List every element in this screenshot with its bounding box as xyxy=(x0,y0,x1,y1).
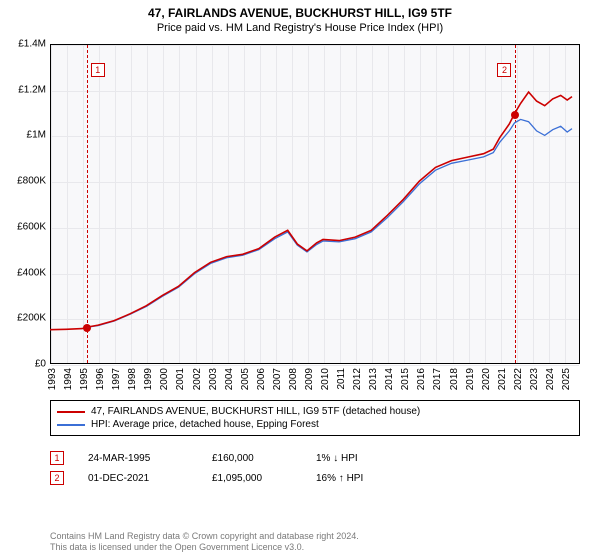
legend-item: 47, FAIRLANDS AVENUE, BUCKHURST HILL, IG… xyxy=(57,405,573,418)
y-axis-tick: £1.2M xyxy=(18,84,46,95)
x-axis-tick: 2003 xyxy=(208,368,219,390)
footer: Contains HM Land Registry data © Crown c… xyxy=(50,531,580,554)
page-subtitle: Price paid vs. HM Land Registry's House … xyxy=(0,22,600,34)
y-axis-tick: £1.4M xyxy=(18,39,46,50)
transaction-marker-2: 2 xyxy=(50,471,64,485)
transaction-price: £160,000 xyxy=(212,453,292,464)
transaction-price: £1,095,000 xyxy=(212,473,292,484)
x-axis-tick: 1994 xyxy=(63,368,74,390)
transaction-date: 01-DEC-2021 xyxy=(88,473,188,484)
x-axis-tick: 2011 xyxy=(336,368,347,390)
x-axis-tick: 2004 xyxy=(224,368,235,390)
x-axis-tick: 2012 xyxy=(352,368,363,390)
x-axis-tick: 2019 xyxy=(465,368,476,390)
y-axis-tick: £1M xyxy=(27,130,46,141)
x-axis-tick: 2016 xyxy=(416,368,427,390)
x-axis-tick: 1999 xyxy=(143,368,154,390)
y-axis-tick: £200K xyxy=(17,313,46,324)
footer-line-2: This data is licensed under the Open Gov… xyxy=(50,542,580,554)
legend-label: 47, FAIRLANDS AVENUE, BUCKHURST HILL, IG… xyxy=(91,406,420,417)
x-axis-tick: 2007 xyxy=(272,368,283,390)
x-axis-tick: 2022 xyxy=(513,368,524,390)
x-axis-tick: 2010 xyxy=(320,368,331,390)
legend-item: HPI: Average price, detached house, Eppi… xyxy=(57,418,573,431)
x-axis-tick: 1998 xyxy=(127,368,138,390)
footer-line-1: Contains HM Land Registry data © Crown c… xyxy=(50,531,580,543)
x-axis-tick: 1997 xyxy=(111,368,122,390)
y-axis-tick: £0 xyxy=(35,359,46,370)
page-title: 47, FAIRLANDS AVENUE, BUCKHURST HILL, IG… xyxy=(0,6,600,20)
x-axis-tick: 2014 xyxy=(384,368,395,390)
legend-swatch xyxy=(57,411,85,413)
x-axis-tick: 2017 xyxy=(432,368,443,390)
x-axis-tick: 2023 xyxy=(529,368,540,390)
x-axis-tick: 2020 xyxy=(481,368,492,390)
x-axis-tick: 2024 xyxy=(545,368,556,390)
table-row: 1 24-MAR-1995 £160,000 1% ↓ HPI xyxy=(50,448,580,468)
x-axis-tick: 1995 xyxy=(79,368,90,390)
transaction-delta: 1% ↓ HPI xyxy=(316,453,358,464)
y-axis-tick: £800K xyxy=(17,176,46,187)
x-axis-tick: 2006 xyxy=(256,368,267,390)
x-axis-tick: 2002 xyxy=(192,368,203,390)
x-axis-tick: 2013 xyxy=(368,368,379,390)
x-axis-tick: 2025 xyxy=(561,368,572,390)
x-axis-tick: 1996 xyxy=(95,368,106,390)
y-axis-tick: £400K xyxy=(17,267,46,278)
chart-series xyxy=(50,44,580,364)
x-axis-tick: 2018 xyxy=(449,368,460,390)
transaction-marker-1: 1 xyxy=(50,451,64,465)
y-axis-tick: £600K xyxy=(17,221,46,232)
transaction-date: 24-MAR-1995 xyxy=(88,453,188,464)
transaction-delta: 16% ↑ HPI xyxy=(316,473,363,484)
chart: 12 £0£200K£400K£600K£800K£1M£1.2M£1.4M19… xyxy=(50,44,580,364)
table-row: 2 01-DEC-2021 £1,095,000 16% ↑ HPI xyxy=(50,468,580,488)
x-axis-tick: 2021 xyxy=(497,368,508,390)
transactions-table: 1 24-MAR-1995 £160,000 1% ↓ HPI 2 01-DEC… xyxy=(50,448,580,488)
legend-label: HPI: Average price, detached house, Eppi… xyxy=(91,419,319,430)
x-axis-tick: 2001 xyxy=(175,368,186,390)
x-axis-tick: 2005 xyxy=(240,368,251,390)
legend-swatch xyxy=(57,424,85,426)
x-axis-tick: 2000 xyxy=(159,368,170,390)
legend: 47, FAIRLANDS AVENUE, BUCKHURST HILL, IG… xyxy=(50,400,580,436)
x-axis-tick: 1993 xyxy=(47,368,58,390)
x-axis-tick: 2008 xyxy=(288,368,299,390)
x-axis-tick: 2015 xyxy=(400,368,411,390)
x-axis-tick: 2009 xyxy=(304,368,315,390)
